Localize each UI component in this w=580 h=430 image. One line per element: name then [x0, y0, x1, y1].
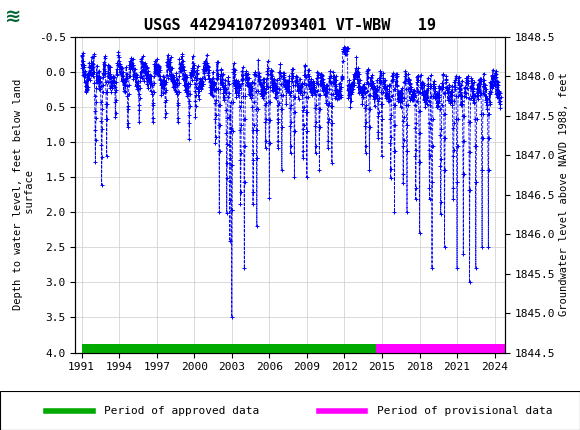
Y-axis label: Depth to water level, feet below land
 surface: Depth to water level, feet below land su…	[13, 79, 35, 310]
Y-axis label: Groundwater level above NAVD 1988, feet: Groundwater level above NAVD 1988, feet	[559, 73, 569, 316]
Bar	[376, 344, 505, 353]
Bar	[3, 3, 38, 29]
Text: ≋: ≋	[5, 6, 21, 26]
Text: Period of provisional data: Period of provisional data	[377, 405, 553, 416]
Text: Period of approved data: Period of approved data	[104, 405, 260, 416]
Bar	[82, 344, 376, 353]
Title: USGS 442941072093401 VT-WBW   19: USGS 442941072093401 VT-WBW 19	[144, 18, 436, 33]
Text: USGS: USGS	[44, 7, 95, 25]
